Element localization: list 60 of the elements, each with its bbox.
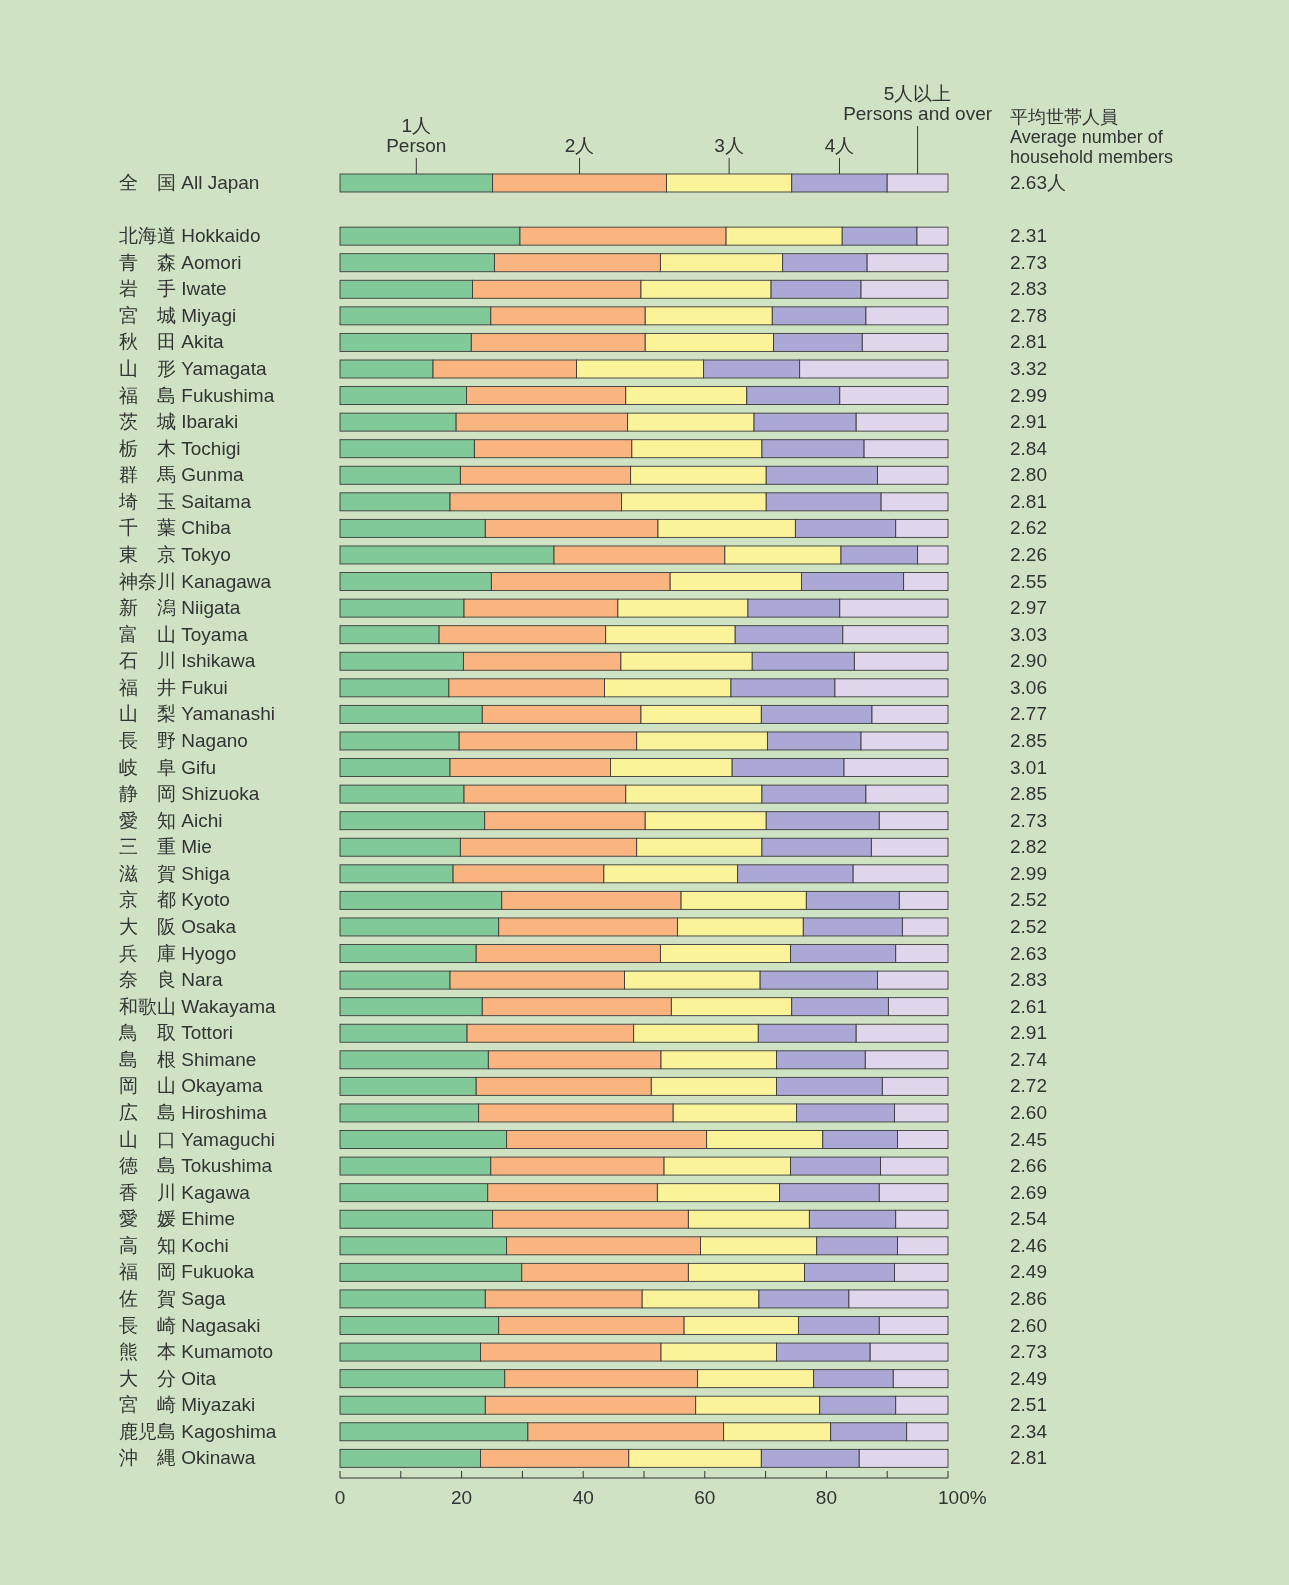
- y-tick-label: 和歌山 Wakayama: [119, 995, 277, 1017]
- y-tick-label: 富 山 Toyama: [119, 623, 249, 645]
- y-tick-label: 高 知 Kochi: [119, 1234, 229, 1256]
- y-tick-label: 岩 手 Iwate: [119, 278, 227, 300]
- y-tick-label: 秋 田 Akita: [119, 331, 224, 353]
- y-tick-label: 宮 崎 Miyazaki: [119, 1394, 256, 1416]
- y-tick-label: 宮 城 Miyagi: [119, 304, 237, 326]
- y-tick-label: 兵 庫 Hyogo: [119, 942, 237, 964]
- y-tick-label: 愛 媛 Ehime: [119, 1208, 236, 1230]
- x-tick-label: 0: [334, 1487, 346, 1508]
- y-tick-label: 大 分 Oita: [119, 1367, 217, 1389]
- y-tick-label: 岡 山 Okayama: [119, 1075, 264, 1097]
- y-tick-label: 長 崎 Nagasaki: [119, 1314, 261, 1336]
- y-tick-label: 青 森 Aomori: [119, 251, 242, 273]
- annotations: 平均世帯人員 Average number of household members 2.63人 2.31 2.73 2.83 2.78 2.81 3.32 2.99 2.91 2.84 2.80 2.81 2.62 2.26 2.55 2.97 3.03 2.90 3.06 2.77 2.85 3.01 2.85 2.73 2.82 2.99 2.52 2.52 2.63 2.83 2.61 2.91 2.74 2.72 2.60 2.45 2.66 2.69 2.54 2.46 2.49 2.86 2.60 2.73 2.49 2.51 2.34 2.81: [1010, 107, 1174, 1469]
- y-tick-label: 熊 本 Kumamoto: [119, 1341, 274, 1363]
- series-label: 3人: [714, 135, 744, 156]
- x-tick-label: 40: [572, 1487, 594, 1508]
- y-tick-label: 群 馬 Gunma: [119, 464, 245, 486]
- series-label: 4人: [824, 135, 855, 156]
- y-tick-label: 佐 賀 Saga: [119, 1287, 227, 1309]
- y-tick-label: 山 形 Yamagata: [119, 357, 267, 379]
- series-label: 2人: [564, 135, 595, 156]
- y-tick-label: 広 島 Hiroshima: [119, 1101, 268, 1123]
- y-tick-label: 神奈川 Kanagawa: [119, 570, 272, 592]
- y-tick-label: 千 葉 Chiba: [119, 517, 232, 539]
- y-tick-label: 山 口 Yamaguchi: [119, 1128, 275, 1150]
- y-tick-label: 香 川 Kagawa: [119, 1181, 251, 1203]
- y-tick-label: 茨 城 Ibaraki: [119, 411, 239, 433]
- y-tick-label: 石 川 Ishikawa: [119, 650, 256, 672]
- y-tick-label: 栃 木 Tochigi: [119, 437, 241, 459]
- y-tick-label: 徳 島 Tokushima: [119, 1155, 273, 1177]
- series-label: 1人 Person: [386, 115, 447, 156]
- y-tick-label: 滋 賀 Shiga: [119, 862, 231, 884]
- y-tick-label: 京 都 Kyoto: [119, 889, 230, 911]
- y-tick-label: 鳥 取 Tottori: [118, 1022, 234, 1044]
- x-tick-label: 60: [694, 1487, 716, 1508]
- y-tick-label: 沖 縄 Okinawa: [119, 1447, 256, 1469]
- y-tick-label: 鹿児島 Kagoshima: [119, 1420, 277, 1442]
- y-tick-label: 大 阪 Osaka: [119, 915, 237, 937]
- y-tick-label: 福 岡 Fukuoka: [119, 1261, 255, 1283]
- y-tick-label: 静 岡 Shizuoka: [119, 783, 260, 805]
- y-tick-label: 奈 良 Nara: [119, 969, 223, 991]
- y-tick-label: 愛 知 Aichi: [119, 809, 223, 831]
- y-tick-label: 福 島 Fukushima: [119, 384, 275, 406]
- y-tick-label: 三 重 Mie: [119, 836, 212, 858]
- x-tick-label: 100%: [938, 1487, 987, 1508]
- y-tick-label: 全 国 All Japan: [119, 172, 260, 193]
- y-tick-label: 新 潟 Niigata: [119, 597, 241, 619]
- y-tick-label: 岐 阜 Gifu: [119, 756, 217, 778]
- y-tick-label: 北海道 Hokkaido: [119, 225, 261, 247]
- x-tick-label: 80: [815, 1487, 837, 1508]
- text: 5人以上 Persons and over: [843, 83, 993, 124]
- y-tick-label: 長 野 Nagano: [119, 729, 248, 751]
- y-tick-label: 埼 玉 Saitama: [118, 490, 252, 512]
- y-tick-label: 山 梨 Yamanashi: [119, 703, 275, 725]
- x-tick-label: 20: [451, 1487, 473, 1508]
- y-tick-label: 東 京 Tokyo: [119, 543, 231, 565]
- y-tick-label: 福 井 Fukui: [119, 676, 228, 698]
- y-tick-label: 島 根 Shimane: [119, 1048, 257, 1070]
